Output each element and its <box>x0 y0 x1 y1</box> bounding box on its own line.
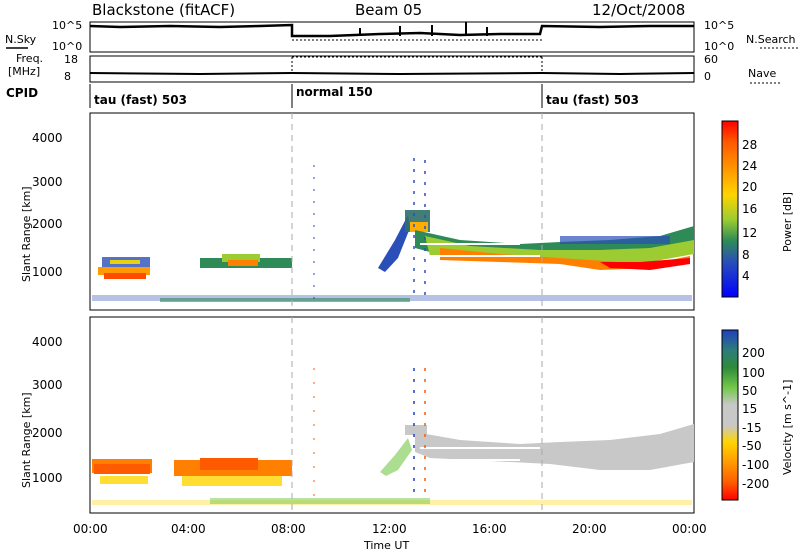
vel-cbar-neg200: -200 <box>742 477 769 491</box>
power-scatter-regions <box>92 158 694 302</box>
nsky-tick-top: 10^5 <box>52 19 82 32</box>
nsearch-tick-top: 10^5 <box>704 19 734 32</box>
nsky-label: N.Sky <box>5 33 37 46</box>
nsearch-tick-bottom: 10^0 <box>704 40 734 53</box>
x-axis-label: Time UT <box>363 539 409 552</box>
velocity-colorbar-label: Velocity [m s^-1] <box>781 380 794 475</box>
vel-cbar-200: 200 <box>742 346 765 360</box>
power-ytick-2000: 2000 <box>32 217 63 231</box>
vel-cbar-100: 100 <box>742 366 765 380</box>
xtick-1200: 12:00 <box>372 522 407 536</box>
radar-title: Blackstone (fitACF) <box>92 1 235 19</box>
velocity-ytick-3000: 3000 <box>32 378 63 392</box>
date-title: 12/Oct/2008 <box>592 1 685 19</box>
power-cbar-16: 16 <box>742 202 757 216</box>
nsearch-label: N.Search <box>746 33 796 46</box>
nave-tick-bottom: 0 <box>704 70 711 83</box>
vel-cbar-neg50: -50 <box>742 439 762 453</box>
velocity-colorbar: 200 100 50 15 -15 -50 -100 -200 Velocity… <box>721 329 794 501</box>
xtick-0400: 04:00 <box>171 522 206 536</box>
power-cbar-12: 12 <box>742 226 757 240</box>
power-ytick-4000: 4000 <box>32 131 63 145</box>
power-ytick-3000: 3000 <box>32 175 63 189</box>
cpid-segment-2: normal 150 <box>296 85 373 99</box>
beam-title: Beam 05 <box>355 1 422 19</box>
time-axis: 00:00 04:00 08:00 12:00 16:00 20:00 00:0… <box>73 522 707 552</box>
nsky-tick-bottom: 10^0 <box>52 40 82 53</box>
nsky-panel: N.Sky 10^5 10^0 10^5 10^0 N.Search <box>5 19 798 53</box>
power-colorbar-label: Power [dB] <box>781 192 794 252</box>
vel-cbar-neg15: -15 <box>742 421 762 435</box>
power-cbar-24: 24 <box>742 159 757 173</box>
velocity-ylabel: Slant Range [km] <box>20 392 33 488</box>
velocity-scatter-regions <box>92 368 694 505</box>
nave-label: Nave <box>748 67 776 80</box>
power-colorbar: 28 24 20 16 12 8 4 Power [dB] <box>721 120 794 298</box>
vel-cbar-50: 50 <box>742 384 757 398</box>
cpid-row: CPID tau (fast) 503 normal 150 tau (fast… <box>6 84 639 108</box>
xtick-1600: 16:00 <box>472 522 507 536</box>
xtick-0000: 00:00 <box>73 522 108 536</box>
power-ytick-1000: 1000 <box>32 265 63 279</box>
xtick-2400: 00:00 <box>672 522 707 536</box>
nave-tick-top: 60 <box>704 53 718 66</box>
velocity-panel: 1000 2000 3000 4000 Slant Range [km] <box>20 316 695 514</box>
power-panel: 1000 2000 3000 4000 Slant Range [km] <box>20 112 695 311</box>
power-cbar-20: 20 <box>742 180 757 194</box>
cpid-label: CPID <box>6 86 38 100</box>
cpid-segment-1: tau (fast) 503 <box>94 93 187 107</box>
nsky-spikes <box>359 22 488 36</box>
velocity-ytick-2000: 2000 <box>32 426 63 440</box>
cpid-segment-3: tau (fast) 503 <box>546 93 639 107</box>
freq-tick-bottom: 8 <box>64 70 71 83</box>
xtick-2000: 20:00 <box>572 522 607 536</box>
velocity-ytick-1000: 1000 <box>32 471 63 485</box>
vel-cbar-neg100: -100 <box>742 458 769 472</box>
freq-label-2: [MHz] <box>8 65 40 78</box>
power-ylabel: Slant Range [km] <box>20 186 33 282</box>
freq-panel: Freq. [MHz] 18 8 60 0 Nave <box>8 52 780 84</box>
freq-tick-top: 18 <box>64 53 78 66</box>
power-cbar-4: 4 <box>742 269 750 283</box>
xtick-0800: 08:00 <box>271 522 306 536</box>
power-cbar-28: 28 <box>742 138 757 152</box>
velocity-ytick-4000: 4000 <box>32 335 63 349</box>
power-cbar-8: 8 <box>742 248 750 262</box>
vel-cbar-15: 15 <box>742 402 757 416</box>
freq-label-1: Freq. <box>16 52 43 65</box>
